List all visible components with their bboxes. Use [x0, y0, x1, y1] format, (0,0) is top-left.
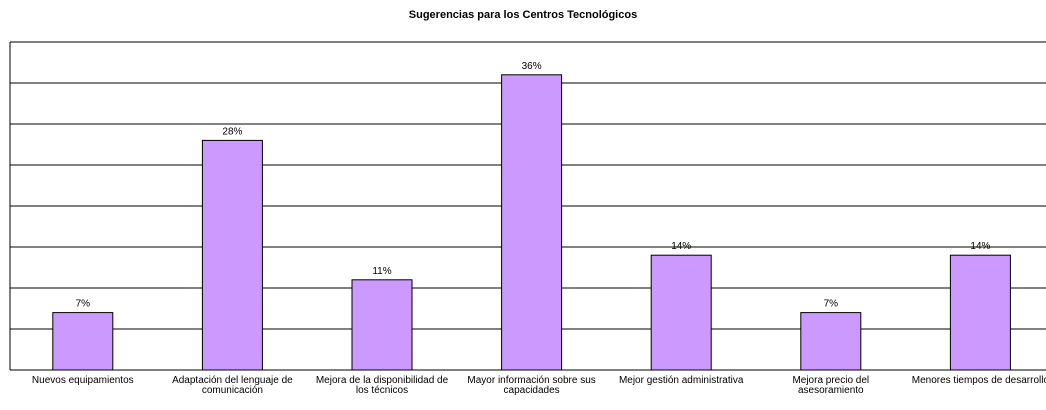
x-tick-label: Adaptación del lenguaje de comunicación [172, 375, 293, 396]
chart-title: Sugerencias para los Centros Tecnológico… [409, 9, 637, 21]
x-tick-label: Mejor gestión administrativa [618, 375, 744, 386]
value-label: 11% [372, 266, 391, 277]
bar [650, 254, 712, 371]
value-label: 28% [222, 126, 242, 137]
value-label: 7% [76, 299, 91, 310]
x-tick-label: Menores tiempos de desarrollo [911, 375, 1046, 386]
value-label: 14% [970, 241, 990, 252]
value-label: 7% [824, 299, 839, 310]
x-tick-label: Mayor información sobre sus capacidades [467, 375, 596, 396]
bar [351, 279, 413, 371]
bar [201, 139, 263, 371]
bar [501, 74, 563, 371]
value-label: 36% [522, 61, 542, 72]
x-tick-label: Mejora precio del asesoramiento [792, 375, 870, 396]
bar [52, 312, 114, 371]
bar [949, 254, 1011, 371]
value-label: 14% [671, 241, 691, 252]
bar [800, 312, 862, 371]
x-tick-label: Mejora de la disponibilidad de los técni… [315, 375, 449, 396]
x-tick-label: Nuevos equipamientos [31, 375, 134, 386]
